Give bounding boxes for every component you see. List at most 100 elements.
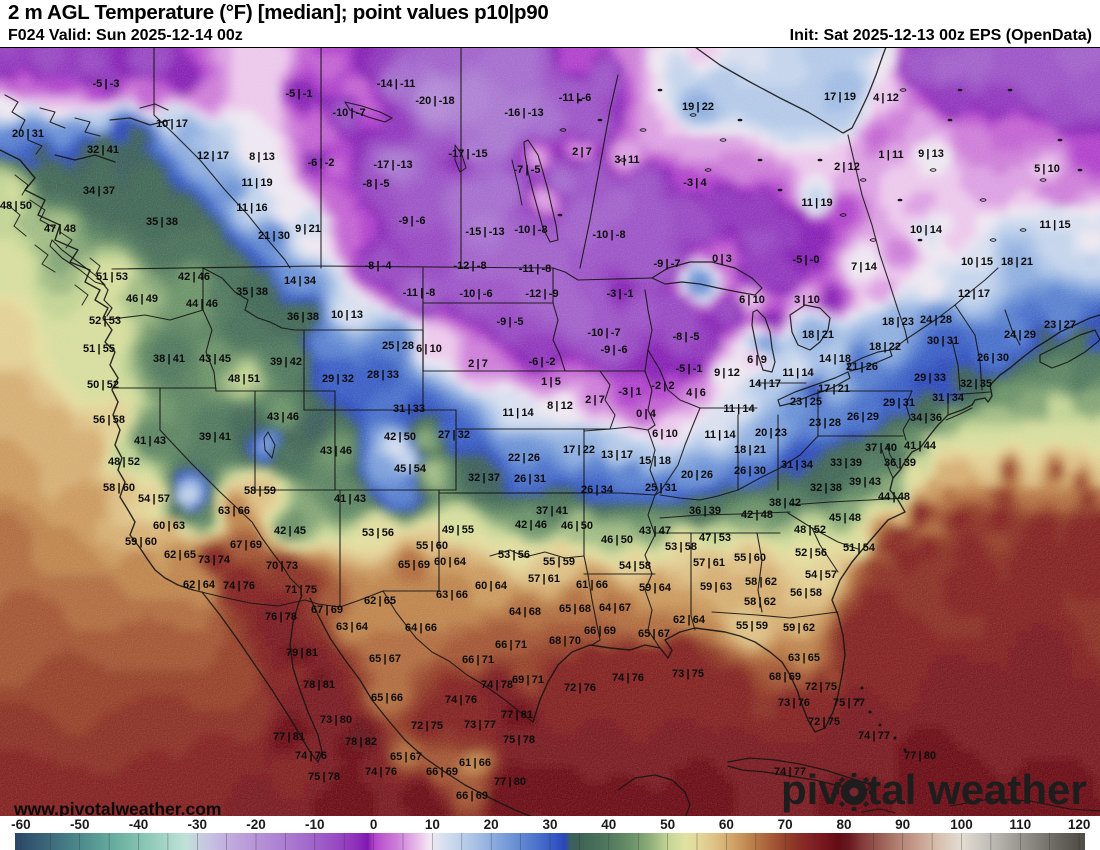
svg-text:73 | 77: 73 | 77 (464, 719, 496, 731)
svg-text:72 | 76: 72 | 76 (564, 682, 596, 694)
svg-text:11 | 14: 11 | 14 (782, 367, 814, 379)
svg-text:18 | 21: 18 | 21 (734, 444, 766, 456)
svg-text:-5 | -1: -5 | -1 (675, 363, 702, 375)
svg-text:72 | 75: 72 | 75 (805, 681, 837, 693)
svg-text:74 | 76: 74 | 76 (445, 694, 477, 706)
svg-text:58 | 62: 58 | 62 (744, 596, 776, 608)
svg-text:32 | 35: 32 | 35 (960, 378, 992, 390)
svg-text:26 | 30: 26 | 30 (734, 465, 766, 477)
svg-text:45 | 48: 45 | 48 (829, 512, 861, 524)
svg-text:18 | 21: 18 | 21 (1001, 256, 1033, 268)
svg-text:-16 | -13: -16 | -13 (504, 107, 543, 119)
svg-text:11 | 14: 11 | 14 (704, 429, 736, 441)
svg-text:59 | 60: 59 | 60 (125, 536, 157, 548)
svg-text:48 | 51: 48 | 51 (228, 373, 260, 385)
svg-text:18 | 22: 18 | 22 (869, 341, 901, 353)
svg-text:75 | 78: 75 | 78 (308, 771, 340, 783)
svg-text:64 | 67: 64 | 67 (599, 602, 631, 614)
svg-text:8 | 12: 8 | 12 (547, 400, 573, 412)
svg-text:54 | 58: 54 | 58 (619, 560, 651, 572)
svg-text:120: 120 (1068, 817, 1091, 832)
svg-text:3 | 10: 3 | 10 (794, 294, 820, 306)
svg-text:67 | 69: 67 | 69 (311, 604, 343, 616)
svg-text:63 | 66: 63 | 66 (218, 505, 250, 517)
svg-text:38 | 41: 38 | 41 (153, 353, 185, 365)
svg-text:-10 | -7: -10 | -7 (587, 327, 620, 339)
svg-text:pivotal weather: pivotal weather (781, 766, 1087, 813)
svg-text:-14 | -11: -14 | -11 (377, 78, 416, 90)
svg-text:41 | 44: 41 | 44 (904, 440, 937, 452)
svg-text:0 | 3: 0 | 3 (712, 253, 732, 265)
svg-text:48 | 52: 48 | 52 (108, 456, 140, 468)
svg-text:-11 | -6: -11 | -6 (559, 92, 592, 104)
svg-text:-40: -40 (129, 817, 149, 832)
svg-text:36 | 38: 36 | 38 (287, 311, 319, 323)
svg-text:65 | 67: 65 | 67 (638, 628, 670, 640)
svg-text:12 | 17: 12 | 17 (958, 288, 990, 300)
svg-text:-10 | -6: -10 | -6 (459, 288, 492, 300)
svg-text:-8 | -5: -8 | -5 (362, 178, 389, 190)
svg-text:43 | 45: 43 | 45 (199, 353, 231, 365)
svg-text:6 | 10: 6 | 10 (652, 428, 678, 440)
svg-text:37 | 40: 37 | 40 (865, 442, 897, 454)
svg-text:-20: -20 (246, 817, 266, 832)
svg-text:78 | 81: 78 | 81 (303, 679, 335, 691)
svg-text:110: 110 (1009, 817, 1031, 832)
svg-text:-15 | -13: -15 | -13 (465, 226, 504, 238)
svg-text:1 | 5: 1 | 5 (541, 376, 561, 388)
svg-text:42 | 50: 42 | 50 (384, 431, 416, 443)
svg-text:11 | 19: 11 | 19 (801, 197, 832, 209)
svg-text:14 | 34: 14 | 34 (284, 275, 317, 287)
svg-text:46 | 50: 46 | 50 (561, 520, 593, 532)
svg-text:-20 | -18: -20 | -18 (415, 95, 454, 107)
svg-text:55 | 59: 55 | 59 (736, 620, 768, 632)
svg-text:58 | 62: 58 | 62 (745, 576, 777, 588)
svg-text:34 | 37: 34 | 37 (83, 185, 115, 197)
svg-text:47 | 53: 47 | 53 (699, 532, 731, 544)
svg-text:62 | 65: 62 | 65 (164, 549, 196, 561)
svg-text:25 | 31: 25 | 31 (645, 482, 677, 494)
svg-text:72 | 75: 72 | 75 (808, 716, 840, 728)
svg-text:29 | 32: 29 | 32 (322, 373, 354, 385)
svg-text:74 | 78: 74 | 78 (481, 679, 513, 691)
svg-text:74 | 77: 74 | 77 (774, 766, 806, 778)
svg-text:75 | 77: 75 | 77 (833, 697, 865, 709)
svg-text:73 | 75: 73 | 75 (672, 668, 704, 680)
svg-text:5 | 10: 5 | 10 (1034, 163, 1060, 175)
svg-text:64 | 68: 64 | 68 (509, 606, 541, 618)
svg-text:65 | 66: 65 | 66 (371, 692, 403, 704)
svg-text:10 | 15: 10 | 15 (961, 256, 993, 268)
svg-text:50 | 52: 50 | 52 (87, 379, 119, 391)
svg-text:7 | 14: 7 | 14 (851, 261, 878, 273)
svg-text:4 | 12: 4 | 12 (873, 92, 899, 104)
svg-text:-50: -50 (70, 817, 90, 832)
svg-text:66 | 71: 66 | 71 (495, 639, 527, 651)
svg-text:51 | 54: 51 | 54 (843, 542, 876, 554)
svg-text:69 | 71: 69 | 71 (512, 674, 544, 686)
svg-text:59 | 62: 59 | 62 (783, 622, 815, 634)
svg-text:23 | 25: 23 | 25 (790, 396, 822, 408)
svg-text:32 | 41: 32 | 41 (87, 144, 119, 156)
svg-text:0 | 4: 0 | 4 (636, 408, 657, 420)
svg-text:9 | 13: 9 | 13 (918, 148, 944, 160)
svg-text:-12 | -8: -12 | -8 (453, 260, 486, 272)
svg-text:77 | 81: 77 | 81 (273, 731, 305, 743)
svg-text:-7 | -5: -7 | -5 (513, 164, 540, 176)
svg-text:48 | 50: 48 | 50 (0, 200, 32, 212)
svg-text:20 | 23: 20 | 23 (755, 427, 787, 439)
svg-text:42 | 48: 42 | 48 (741, 509, 773, 521)
svg-text:52 | 53: 52 | 53 (89, 315, 121, 327)
svg-text:37 | 41: 37 | 41 (536, 505, 568, 517)
svg-text:9 | 12: 9 | 12 (714, 367, 740, 379)
svg-text:65 | 67: 65 | 67 (390, 751, 422, 763)
svg-text:66 | 71: 66 | 71 (462, 654, 494, 666)
svg-text:51 | 55: 51 | 55 (83, 343, 115, 355)
svg-text:11 | 16: 11 | 16 (236, 202, 267, 214)
svg-text:66 | 69: 66 | 69 (456, 790, 488, 802)
svg-text:53 | 56: 53 | 56 (362, 527, 394, 539)
svg-text:8 | 13: 8 | 13 (249, 151, 275, 163)
svg-text:15 | 18: 15 | 18 (639, 455, 671, 467)
svg-text:65 | 68: 65 | 68 (559, 603, 591, 615)
svg-text:26 | 34: 26 | 34 (581, 484, 614, 496)
svg-text:60 | 64: 60 | 64 (475, 580, 508, 592)
